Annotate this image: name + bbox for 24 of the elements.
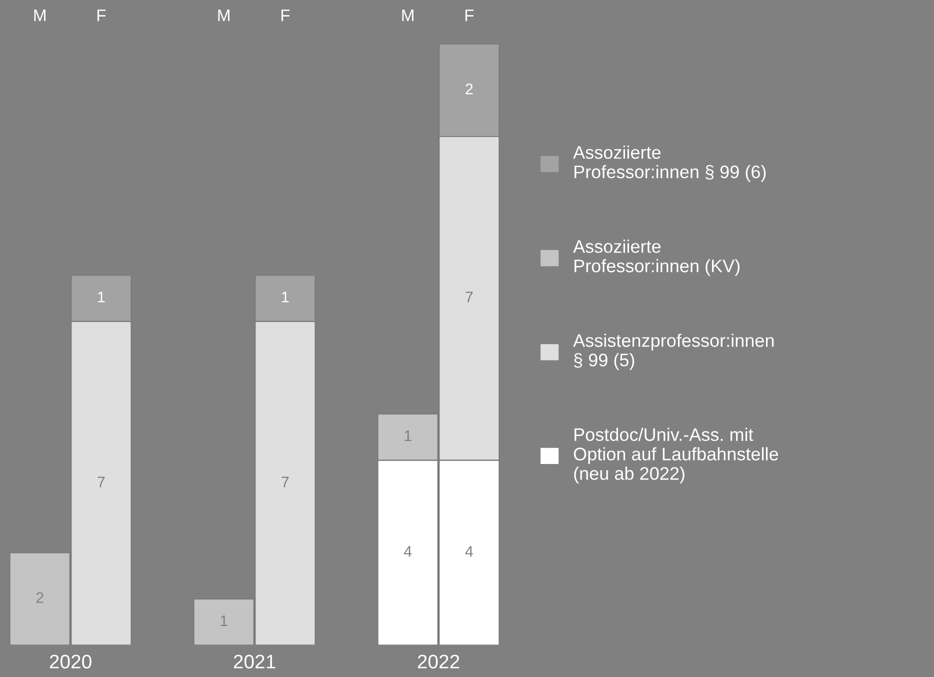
data-label: 4 (404, 546, 412, 557)
text: 2020 (50, 654, 92, 668)
text: 2021 (234, 654, 276, 668)
x-tick-label: F (281, 10, 290, 22)
data-label: 7 (98, 476, 105, 488)
data-label: 1 (282, 292, 289, 302)
x-tick-label: M (34, 10, 46, 22)
x-tick-label: F (97, 10, 106, 22)
data-label: 2 (466, 84, 473, 94)
x-tick-label: F (465, 10, 474, 22)
data-label: 7 (466, 292, 473, 302)
data-label: 1 (220, 616, 228, 626)
text: 2022 (418, 654, 460, 668)
data-label: 1 (98, 292, 105, 302)
legend-label: Assoziierte Professor:innen (KV) (573, 240, 740, 276)
data-label: 7 (282, 476, 289, 488)
data-label: 4 (465, 546, 473, 557)
x-tick-label: M (402, 10, 414, 22)
x-tick-label: M (218, 10, 230, 22)
legend-label: Assistenzprofessor:innen § 99 (5) (573, 334, 774, 370)
legend-label: Postdoc/Univ.-Ass. mit Option auf Laufbahnstelle (neu ab 2022) (574, 428, 778, 484)
data-label: 2 (36, 592, 44, 603)
data-label: 1 (404, 430, 412, 442)
legend-label: Assoziierte Professor:innen § 99 (6) (573, 146, 766, 182)
